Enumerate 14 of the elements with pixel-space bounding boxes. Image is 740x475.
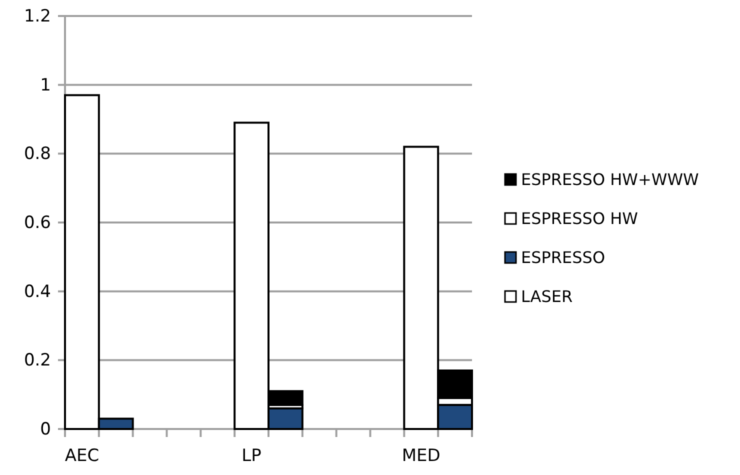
legend-label: ESPRESSO — [521, 248, 606, 267]
legend-label: LASER — [521, 287, 573, 306]
x-tick-label: AEC — [64, 446, 100, 466]
legend-label: ESPRESSO HW+WWW — [521, 170, 700, 189]
y-tick-label: 0.8 — [24, 144, 51, 164]
x-tick-label: MED — [402, 446, 440, 466]
y-tick-label: 0.2 — [24, 350, 51, 371]
legend-label: ESPRESSO HW — [521, 209, 638, 228]
y-tick-label: 1 — [40, 75, 51, 96]
x-tick-label: LP — [242, 446, 262, 466]
y-tick-label: 1.2 — [24, 6, 51, 26]
y-tick-label: 0 — [40, 419, 51, 440]
y-tick-label: 0.4 — [24, 282, 51, 302]
y-tick-label: 0.6 — [24, 212, 51, 233]
